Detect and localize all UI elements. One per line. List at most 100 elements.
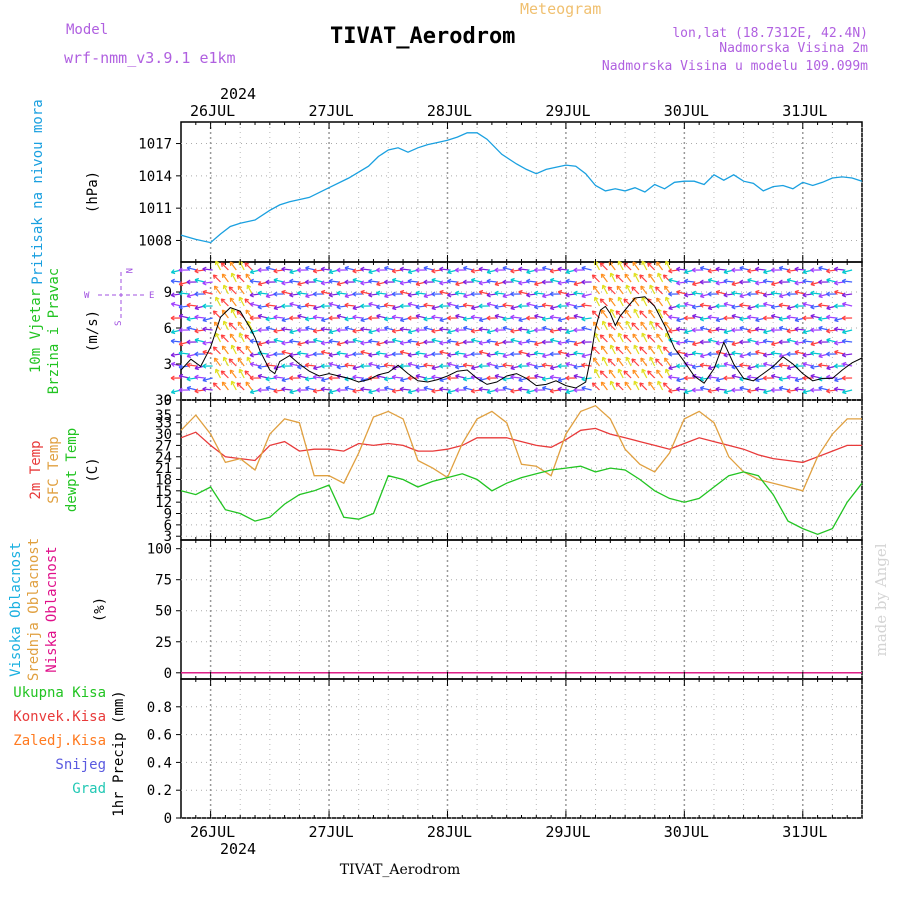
wind-arrow bbox=[352, 351, 363, 357]
wind-arrow bbox=[328, 338, 339, 344]
wind-arrow bbox=[344, 325, 355, 331]
y-tick-label: 3 bbox=[164, 357, 172, 373]
wind-arrow bbox=[699, 316, 711, 322]
wind-arrow bbox=[265, 316, 276, 322]
wind-arrow bbox=[230, 272, 237, 283]
wind-arrow bbox=[739, 265, 750, 271]
wind-arrow bbox=[212, 382, 221, 391]
series-pressure-0 bbox=[180, 132, 863, 244]
wind-arrow bbox=[794, 349, 805, 355]
wind-arrow bbox=[462, 302, 474, 308]
wind-arrow bbox=[215, 260, 222, 271]
wind-arrow bbox=[494, 267, 505, 273]
wind-arrow bbox=[810, 327, 821, 333]
wind-arrow bbox=[676, 340, 687, 346]
wind-arrow bbox=[533, 267, 545, 273]
wind-arrow bbox=[557, 386, 568, 392]
wind-arrow bbox=[202, 317, 213, 323]
wind-arrow bbox=[215, 368, 222, 379]
wind-arrow bbox=[826, 277, 837, 283]
wind-arrow bbox=[391, 337, 403, 343]
wind-arrow bbox=[518, 289, 529, 295]
wind-arrow bbox=[336, 387, 347, 393]
wind-arrow bbox=[431, 388, 442, 394]
wind-arrow bbox=[786, 351, 797, 357]
wind-arrow bbox=[676, 289, 687, 295]
wind-arrow bbox=[810, 364, 821, 370]
wind-arrow bbox=[565, 278, 576, 284]
wind-arrow bbox=[194, 388, 205, 394]
wind-arrow bbox=[549, 314, 561, 320]
wind-arrow bbox=[526, 292, 537, 298]
wind-arrow bbox=[454, 267, 466, 273]
wind-arrow bbox=[212, 274, 221, 283]
wind-arrow bbox=[360, 386, 371, 392]
wind-arrow bbox=[383, 362, 395, 368]
wind-arrow bbox=[215, 332, 222, 343]
y-tick-label: 1014 bbox=[138, 169, 172, 185]
wind-arrow bbox=[802, 315, 813, 321]
wind-arrow bbox=[665, 296, 672, 307]
wind-arrow bbox=[431, 351, 442, 357]
wind-arrow bbox=[222, 284, 229, 295]
wind-arrow bbox=[407, 361, 419, 367]
wind-arrow bbox=[818, 316, 829, 322]
wind-arrow bbox=[625, 356, 632, 367]
wind-arrow bbox=[510, 328, 521, 334]
wind-arrow bbox=[454, 327, 466, 333]
wind-arrow bbox=[755, 340, 766, 346]
wind-arrow bbox=[810, 267, 821, 273]
wind-arrow bbox=[664, 285, 671, 295]
wind-arrow bbox=[641, 368, 648, 379]
wind-arrow bbox=[368, 292, 379, 298]
wind-arrow bbox=[257, 373, 269, 379]
wind-arrow bbox=[415, 364, 426, 370]
wind-arrow bbox=[715, 289, 726, 295]
wind-arrow bbox=[320, 303, 332, 309]
wind-arrow bbox=[825, 291, 837, 297]
wind-arrow bbox=[312, 291, 324, 297]
wind-arrow bbox=[616, 285, 624, 295]
wind-arrow bbox=[312, 277, 324, 283]
wind-arrow bbox=[246, 320, 253, 331]
y-tick-label: 35 bbox=[155, 408, 172, 424]
model-name: wrf-nmm_v3.9.1 e1km bbox=[64, 49, 236, 67]
wind-arrow bbox=[518, 280, 529, 286]
day-label-top: 31JUL bbox=[782, 102, 827, 120]
wind-arrow bbox=[639, 310, 648, 319]
wind-arrow bbox=[810, 304, 821, 310]
day-label-top: 29JUL bbox=[545, 102, 590, 120]
wind-arrow bbox=[245, 309, 253, 319]
wind-arrow bbox=[747, 337, 758, 343]
wind-arrow bbox=[478, 289, 490, 295]
y-tick-label: 25 bbox=[155, 635, 172, 651]
wind-arrow bbox=[616, 321, 624, 331]
wind-arrow bbox=[549, 291, 561, 297]
wind-arrow bbox=[723, 361, 734, 367]
compass-n: N bbox=[123, 268, 133, 273]
wind-arrow bbox=[841, 352, 853, 358]
wind-arrow bbox=[230, 344, 237, 355]
series-wind-0 bbox=[180, 296, 863, 389]
wind-arrow bbox=[383, 265, 395, 271]
wind-arrow bbox=[557, 266, 568, 272]
wind-arrow bbox=[691, 290, 703, 296]
wind-arrow bbox=[245, 345, 253, 355]
wind-arrow bbox=[446, 375, 458, 381]
wind-arrow bbox=[833, 280, 845, 286]
wind-arrow bbox=[770, 290, 782, 296]
wind-arrow bbox=[699, 385, 711, 391]
wind-arrow bbox=[383, 376, 395, 382]
wind-arrow bbox=[305, 385, 316, 391]
wind-arrow bbox=[699, 325, 711, 331]
wind-arrow bbox=[336, 304, 347, 310]
wind-arrow bbox=[533, 387, 545, 393]
wind-arrow bbox=[289, 315, 300, 321]
wind-arrow bbox=[249, 292, 261, 298]
wind-arrow bbox=[770, 350, 782, 356]
wind-arrow bbox=[608, 297, 616, 307]
wind-arrow bbox=[470, 328, 482, 334]
wind-arrow bbox=[541, 339, 553, 345]
wind-arrow bbox=[770, 373, 782, 379]
wind-arrow bbox=[399, 340, 411, 346]
